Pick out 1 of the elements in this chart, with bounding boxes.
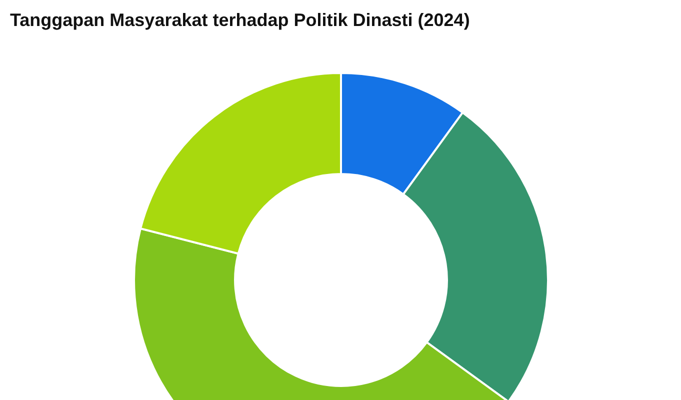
chart-title: Tanggapan Masyarakat terhadap Politik Dinasti (2024) (10, 10, 470, 31)
